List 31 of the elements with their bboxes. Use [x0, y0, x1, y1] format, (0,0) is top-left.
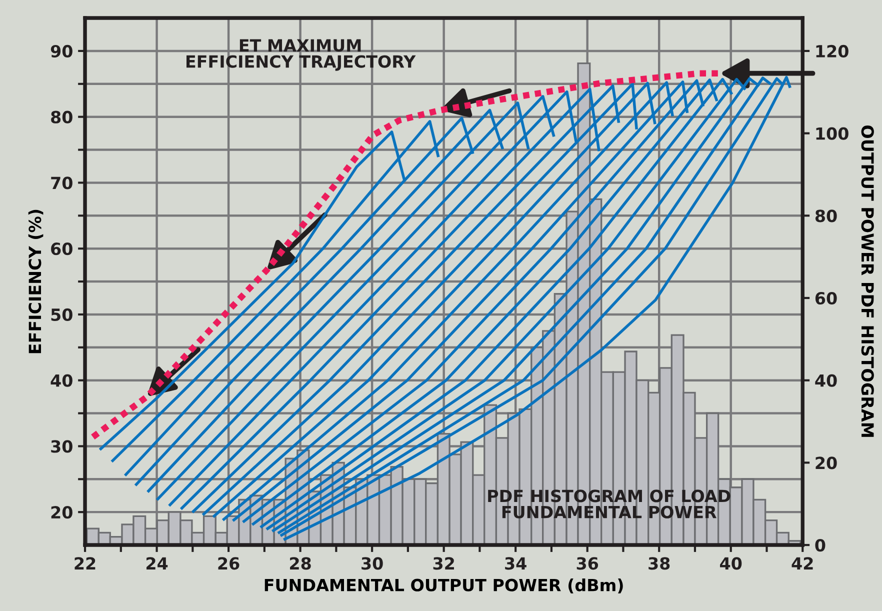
y-axis-title: EFFICIENCY (%) [28, 210, 44, 354]
x-tick-label: 24 [146, 557, 168, 570]
y2-tick-label: 60 [815, 292, 837, 305]
annotation: PDF HISTOGRAM OF LOAD FUNDAMENTAL POWER [488, 490, 730, 518]
annotation: ET MAXIMUM EFFICIENCY TRAJECTORY [186, 39, 416, 71]
x-tick-label: 28 [290, 557, 311, 570]
y2-tick-label: 100 [816, 127, 848, 140]
y-tick-label: 60 [51, 242, 72, 256]
y-tick-label: 70 [51, 176, 72, 190]
y-tick-label: 30 [51, 440, 72, 453]
y2-tick-label: 80 [815, 210, 837, 222]
x-axis-title: FUNDAMENTAL OUTPUT POWER (dBm) [264, 578, 623, 594]
x-tick-label: 32 [433, 557, 454, 570]
y-tick-label: 90 [50, 44, 72, 58]
x-tick-label: 22 [74, 557, 96, 570]
x-tick-label: 26 [218, 557, 240, 570]
y-tick-label: 80 [51, 110, 72, 124]
y-tick-label: 20 [51, 506, 72, 519]
x-tick-label: 42 [792, 557, 813, 570]
x-tick-label: 34 [505, 557, 526, 570]
y2-tick-label: 120 [816, 44, 848, 58]
y2-tick-label: 0 [815, 538, 826, 552]
x-tick-label: 40 [720, 557, 742, 570]
y2-tick-label: 40 [815, 374, 837, 387]
y-tick-label: 50 [51, 308, 72, 322]
y2-tick-label: 20 [816, 456, 837, 470]
y2-axis-title: OUTPUT POWER PDF HISTOGRAM [861, 125, 874, 437]
y-tick-label: 40 [50, 374, 72, 387]
x-tick-label: 38 [648, 557, 670, 570]
x-tick-label: 36 [576, 557, 598, 570]
x-tick-label: 30 [362, 557, 383, 570]
